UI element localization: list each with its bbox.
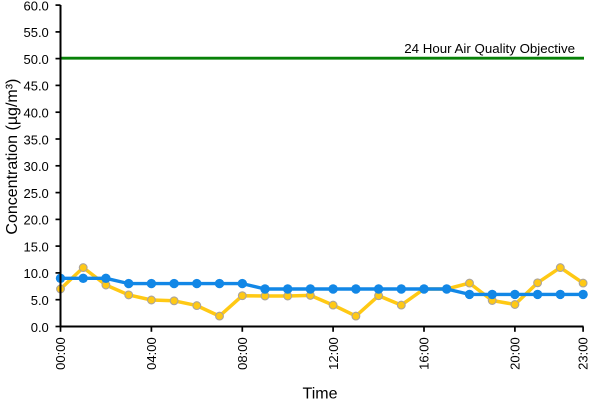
svg-text:30.0: 30.0 bbox=[23, 159, 48, 174]
svg-text:5.0: 5.0 bbox=[31, 293, 49, 308]
svg-text:35.0: 35.0 bbox=[23, 132, 48, 147]
svg-text:04:00: 04:00 bbox=[144, 337, 159, 370]
svg-text:24 Hour Air Quality Objective: 24 Hour Air Quality Objective bbox=[404, 41, 575, 56]
svg-text:55.0: 55.0 bbox=[23, 25, 48, 40]
svg-text:20.0: 20.0 bbox=[23, 213, 48, 228]
svg-text:00:00: 00:00 bbox=[53, 337, 68, 370]
svg-text:23:00: 23:00 bbox=[576, 337, 591, 370]
svg-text:40.0: 40.0 bbox=[23, 106, 48, 121]
svg-text:08:00: 08:00 bbox=[235, 337, 250, 370]
svg-text:15.0: 15.0 bbox=[23, 239, 48, 254]
svg-text:60.0: 60.0 bbox=[23, 0, 48, 13]
svg-text:16:00: 16:00 bbox=[417, 337, 432, 370]
svg-text:45.0: 45.0 bbox=[23, 79, 48, 94]
svg-text:25.0: 25.0 bbox=[23, 186, 48, 201]
svg-text:Concentration (µg/m³): Concentration (µg/m³) bbox=[4, 79, 21, 235]
svg-text:Time: Time bbox=[303, 386, 338, 400]
svg-text:10.0: 10.0 bbox=[23, 266, 48, 281]
svg-text:12:00: 12:00 bbox=[326, 337, 341, 370]
svg-text:50.0: 50.0 bbox=[23, 52, 48, 67]
svg-text:20:00: 20:00 bbox=[508, 337, 523, 370]
svg-text:0.0: 0.0 bbox=[31, 320, 49, 335]
